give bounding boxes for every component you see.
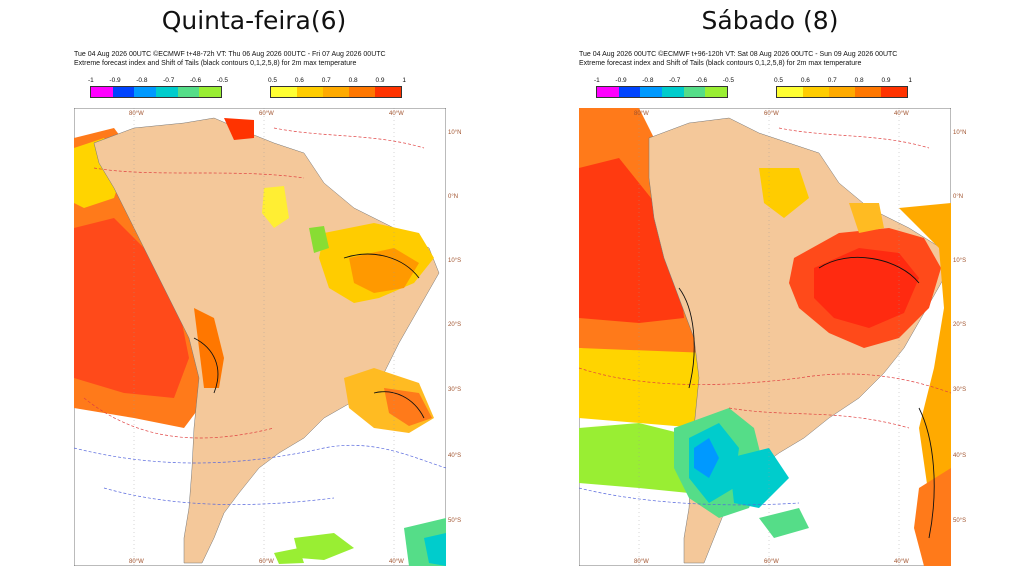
colorbar-tick-label: -0.9 <box>109 77 121 84</box>
colorbar-swatch <box>662 87 684 97</box>
colorbar-tick-label: 0.8 <box>854 77 864 84</box>
colorbar-tick-label: -0.9 <box>615 77 627 84</box>
colorbar-tick-label: -1 <box>88 77 94 84</box>
lon-label-40w-bottom-left: 40°W <box>389 559 404 565</box>
colorbar-tick-label: 0.8 <box>348 77 358 84</box>
lat-label-30s-axis-right: 30°S <box>953 387 966 393</box>
lat-label-50s-axis-left: 50°S <box>448 518 461 524</box>
lon-label-60w-left: 60°W <box>259 111 274 117</box>
colorbar-negative-ticks-right: -1 -0.9 -0.8 -0.7 -0.6 -0.5 <box>594 77 734 84</box>
colorbar-swatch <box>881 87 907 97</box>
lat-label-10s-axis-right: 10°S <box>953 258 966 264</box>
colorbar-swatch <box>91 87 113 97</box>
colorbar-tick-label: 0.9 <box>881 77 891 84</box>
lat-labels-right-axis-right-map: 10°N 0°N 10°S 20°S 30°S 40°S 50°S <box>953 130 966 524</box>
colorbar-swatch <box>597 87 619 97</box>
colorbar-swatch <box>777 87 803 97</box>
colorbar-tick-label: -0.8 <box>642 77 654 84</box>
colorbar-tick-label: -1 <box>594 77 600 84</box>
header-line1-left: Tue 04 Aug 2026 00UTC ©ECMWF t+48-72h VT… <box>74 51 386 58</box>
colorbar-negative-ticks-left: -1 -0.9 -0.8 -0.7 -0.6 -0.5 <box>88 77 228 84</box>
lat-label-0n-axis-left: 0°N <box>448 194 458 200</box>
colorbar-tick-label: -0.7 <box>669 77 681 84</box>
colorbar-swatch <box>375 87 401 97</box>
lon-label-40w-bottom-right: 40°W <box>894 559 909 565</box>
lat-label-40s-axis-left: 40°S <box>448 453 461 459</box>
colorbar-swatch <box>803 87 829 97</box>
colorbar-tick-label: -0.6 <box>189 77 202 84</box>
colorbar-swatch <box>297 87 323 97</box>
colorbar-tick-label: 0.9 <box>375 77 385 84</box>
colorbar-positive-ticks-right: 0.5 0.6 0.7 0.8 0.9 1 <box>774 77 912 84</box>
colorbar-swatch <box>112 87 135 97</box>
lat-label-10s-axis-left: 10°S <box>448 258 461 264</box>
colorbar-positive-left <box>270 86 402 98</box>
colorbar-negative-left <box>90 86 222 98</box>
colorbar-tick-label: -0.8 <box>136 77 148 84</box>
colorbar-swatch <box>705 87 728 97</box>
lat-label-50s-axis-right: 50°S <box>953 518 966 524</box>
panel-title-right: Sábado (8) <box>701 6 839 35</box>
lat-label-0n-axis-right: 0°N <box>953 194 963 200</box>
lon-label-40w-left: 40°W <box>389 111 404 117</box>
colorbar-swatch <box>683 87 706 97</box>
colorbar-tick-label: 1 <box>402 77 406 84</box>
colorbar-tick-label: -0.7 <box>163 77 175 84</box>
colorbar-tick-label: -0.5 <box>722 77 734 84</box>
header-line1-right: Tue 04 Aug 2026 00UTC ©ECMWF t+96-120h V… <box>579 51 898 58</box>
colorbar-swatch <box>177 87 200 97</box>
colorbar-tick-label: -0.6 <box>695 77 708 84</box>
colorbar-tick-label: 1 <box>908 77 912 84</box>
colorbar-swatch <box>323 87 349 97</box>
colorbar-tick-label: 0.7 <box>321 77 331 84</box>
efi-map-right: 80°W 60°W 40°W 80°W 60°W 40°W 10°N 0°N 1… <box>579 108 951 566</box>
colorbar-tick-label: 0.5 <box>774 77 784 84</box>
lon-label-60w-right: 60°W <box>764 111 779 117</box>
colorbar-swatch <box>349 87 375 97</box>
colorbar-swatch <box>156 87 178 97</box>
colorbar-swatch <box>640 87 663 97</box>
lat-label-10n-axis-left: 10°N <box>448 130 461 136</box>
colorbar-swatch <box>618 87 641 97</box>
colorbar-tick-label: -0.5 <box>216 77 228 84</box>
colorbar-tick-label: 0.6 <box>800 77 810 84</box>
colorbar-swatch <box>829 87 855 97</box>
colorbar-positive-right <box>776 86 908 98</box>
colorbar-swatch <box>199 87 222 97</box>
lon-label-40w-right: 40°W <box>894 111 909 117</box>
lat-labels-right-axis-left-map: 10°N 0°N 10°S 20°S 30°S 40°S 50°S <box>448 130 461 524</box>
colorbar-swatch <box>855 87 881 97</box>
lat-label-10n-axis-right: 10°N <box>953 130 966 136</box>
colorbar-tick-label: 0.5 <box>268 77 278 84</box>
lat-label-40s-axis-right: 40°S <box>953 453 966 459</box>
panel-title-left: Quinta-feira(6) <box>161 6 347 35</box>
lat-label-30s-axis-left: 30°S <box>448 387 461 393</box>
lon-label-80w-right: 80°W <box>634 111 649 117</box>
header-line2-left: Extreme forecast index and Shift of Tail… <box>74 60 357 67</box>
lat-label-20s-axis-left: 20°S <box>448 322 461 328</box>
efi-map-left: 80°W 60°W 40°W 80°W 60°W 40°W 10°N 0°N 1… <box>74 108 446 566</box>
colorbar-tick-label: 0.6 <box>294 77 304 84</box>
lat-label-20s-axis-right: 20°S <box>953 322 966 328</box>
lon-label-80w-bottom-right: 80°W <box>634 559 649 565</box>
colorbar-negative-right <box>596 86 728 98</box>
lon-label-80w-bottom-left: 80°W <box>129 559 144 565</box>
lon-label-80w-left: 80°W <box>129 111 144 117</box>
colorbar-tick-label: 0.7 <box>827 77 837 84</box>
colorbar-swatch <box>134 87 157 97</box>
header-line2-right: Extreme forecast index and Shift of Tail… <box>579 60 862 67</box>
colorbar-positive-ticks-left: 0.5 0.6 0.7 0.8 0.9 1 <box>268 77 406 84</box>
colorbar-swatch <box>271 87 297 97</box>
lon-label-60w-bottom-right: 60°W <box>764 559 779 565</box>
lon-label-60w-bottom-left: 60°W <box>259 559 274 565</box>
